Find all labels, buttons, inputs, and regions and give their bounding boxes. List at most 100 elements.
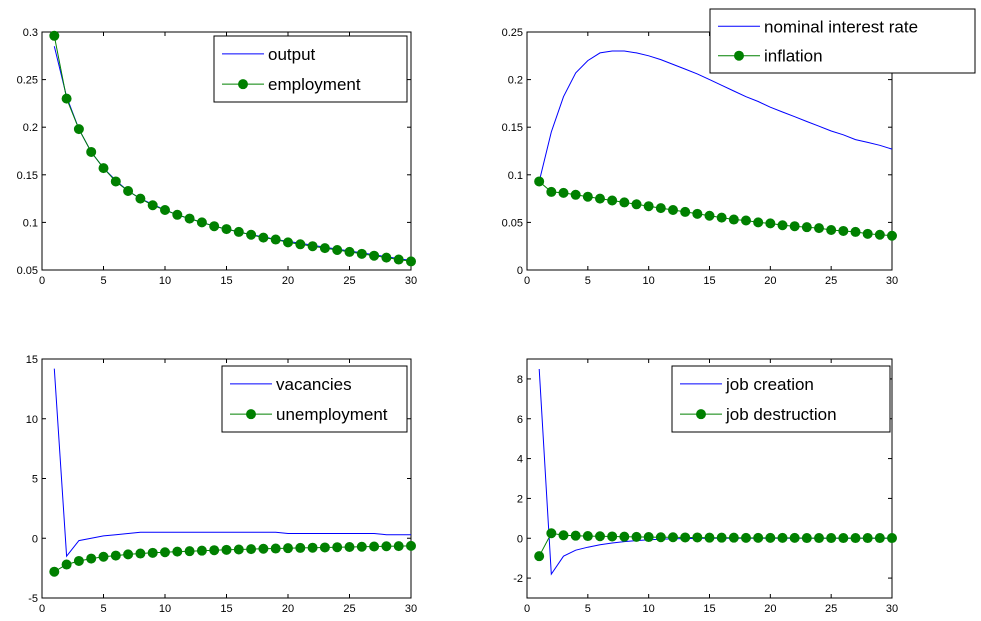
data-point-job-destruction bbox=[631, 531, 642, 542]
legend-label: unemployment bbox=[276, 405, 388, 424]
x-tick-label: 5 bbox=[100, 275, 106, 287]
data-point-unemployment bbox=[344, 541, 355, 552]
data-point-employment bbox=[258, 232, 269, 243]
data-point-job-destruction bbox=[874, 533, 885, 544]
x-tick-label: 25 bbox=[343, 275, 355, 287]
data-point-unemployment bbox=[196, 545, 207, 556]
data-point-inflation bbox=[887, 230, 897, 241]
data-point-inflation bbox=[777, 220, 788, 231]
x-tick-label: 25 bbox=[343, 603, 355, 615]
data-point-inflation bbox=[655, 203, 666, 214]
data-point-unemployment bbox=[49, 566, 60, 577]
x-tick-label: 30 bbox=[886, 275, 898, 287]
data-point-unemployment bbox=[98, 551, 109, 562]
data-point-employment bbox=[369, 250, 380, 261]
data-point-job-destruction bbox=[753, 532, 764, 543]
legend-marker-employment bbox=[238, 79, 248, 90]
data-point-unemployment bbox=[160, 547, 170, 558]
data-point-inflation bbox=[716, 212, 727, 223]
data-point-job-destruction bbox=[534, 551, 545, 562]
data-point-job-destruction bbox=[570, 530, 581, 541]
data-point-job-destruction bbox=[607, 531, 618, 542]
data-point-employment bbox=[172, 209, 183, 220]
data-point-unemployment bbox=[393, 541, 404, 552]
legend-box bbox=[213, 35, 408, 103]
data-point-inflation bbox=[631, 199, 642, 210]
y-tick-label: 0.1 bbox=[508, 170, 523, 182]
data-point-unemployment bbox=[61, 559, 72, 570]
data-point-inflation bbox=[741, 215, 751, 226]
x-tick-label: 10 bbox=[643, 275, 655, 287]
data-point-employment bbox=[356, 248, 367, 259]
data-point-employment bbox=[307, 241, 318, 252]
data-point-inflation bbox=[753, 217, 764, 228]
data-point-unemployment bbox=[123, 549, 134, 560]
data-point-employment bbox=[332, 245, 343, 256]
data-point-unemployment bbox=[86, 553, 97, 564]
data-point-inflation bbox=[801, 222, 812, 233]
data-point-job-destruction bbox=[619, 531, 630, 542]
data-point-employment bbox=[160, 205, 170, 216]
data-point-employment bbox=[86, 146, 97, 157]
y-tick-label: -2 bbox=[513, 573, 523, 585]
data-point-job-destruction bbox=[862, 533, 873, 544]
data-point-employment bbox=[98, 163, 109, 174]
x-tick-label: 20 bbox=[764, 275, 776, 287]
legend-box bbox=[709, 8, 976, 74]
data-point-unemployment bbox=[172, 546, 183, 557]
data-point-employment bbox=[393, 254, 404, 265]
data-point-inflation bbox=[558, 187, 569, 198]
data-point-employment bbox=[110, 176, 121, 187]
x-tick-label: 20 bbox=[282, 603, 294, 615]
data-point-employment bbox=[135, 193, 146, 204]
data-point-inflation bbox=[850, 226, 861, 237]
x-tick-label: 15 bbox=[703, 603, 715, 615]
y-tick-label: 6 bbox=[517, 414, 523, 426]
data-point-job-destruction bbox=[850, 533, 861, 544]
legend-label: nominal interest rate bbox=[764, 17, 918, 36]
data-point-inflation bbox=[704, 210, 715, 221]
data-point-unemployment bbox=[221, 544, 232, 555]
data-point-employment bbox=[147, 200, 158, 211]
data-point-unemployment bbox=[184, 546, 195, 557]
y-tick-label: 0.25 bbox=[17, 75, 38, 87]
data-point-job-destruction bbox=[655, 532, 666, 543]
data-point-job-destruction bbox=[728, 532, 739, 543]
data-point-unemployment bbox=[369, 541, 380, 552]
data-point-employment bbox=[344, 246, 355, 257]
data-point-employment bbox=[406, 256, 416, 267]
data-point-employment bbox=[295, 239, 306, 250]
data-point-inflation bbox=[680, 206, 691, 217]
data-point-unemployment bbox=[332, 542, 343, 553]
data-point-inflation bbox=[668, 205, 678, 216]
data-point-inflation bbox=[874, 229, 885, 240]
data-point-unemployment bbox=[356, 541, 367, 552]
legend-box bbox=[221, 365, 408, 433]
y-tick-label: 0.3 bbox=[23, 27, 38, 39]
data-point-job-destruction bbox=[741, 532, 751, 543]
data-point-inflation bbox=[546, 186, 557, 197]
data-point-inflation bbox=[838, 225, 849, 236]
data-point-employment bbox=[196, 217, 207, 228]
y-tick-label: 5 bbox=[32, 474, 38, 486]
x-tick-label: 20 bbox=[282, 275, 294, 287]
x-tick-label: 0 bbox=[39, 603, 45, 615]
legend-label: output bbox=[268, 45, 316, 64]
series-line-nominal-interest-rate bbox=[538, 50, 893, 182]
y-tick-label: 0 bbox=[32, 533, 38, 545]
data-point-inflation bbox=[692, 208, 703, 219]
y-tick-label: 0 bbox=[517, 533, 523, 545]
y-tick-label: 8 bbox=[517, 374, 523, 386]
data-point-employment bbox=[49, 30, 60, 41]
x-tick-label: 15 bbox=[220, 275, 232, 287]
y-tick-label: 0 bbox=[517, 265, 523, 277]
data-point-job-destruction bbox=[704, 532, 715, 543]
data-point-unemployment bbox=[307, 542, 318, 553]
chart-panel-3: 0 5 10 15 20 25 30-5051015vacanciesunemploymen… bbox=[26, 354, 417, 615]
data-point-unemployment bbox=[381, 541, 392, 552]
x-tick-label: 30 bbox=[405, 603, 417, 615]
y-tick-label: 0.05 bbox=[502, 217, 523, 229]
data-point-unemployment bbox=[233, 544, 244, 555]
legend-label: vacancies bbox=[276, 375, 352, 394]
data-point-job-destruction bbox=[582, 531, 593, 542]
